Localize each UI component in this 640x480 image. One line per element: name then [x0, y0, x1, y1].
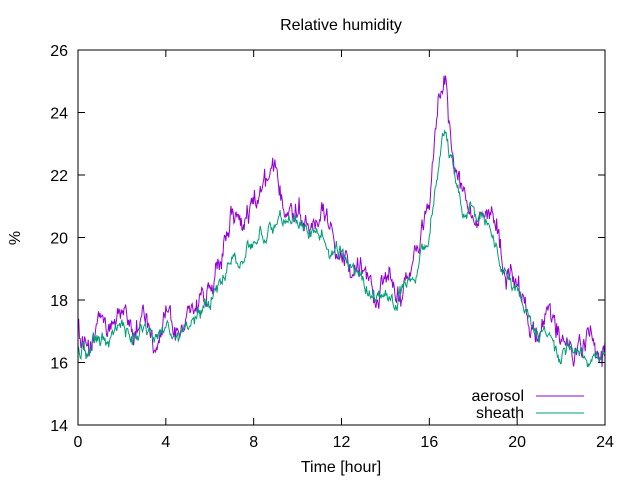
series-line-sheath	[78, 129, 605, 368]
legend-label-aerosol: aerosol	[472, 388, 524, 405]
x-tick-label: 20	[508, 434, 526, 451]
series-layer	[78, 75, 605, 368]
x-tick-label: 12	[333, 434, 351, 451]
y-axis: 14 16 18 20 22 24 26	[50, 43, 605, 435]
legend-label-sheath: sheath	[476, 405, 524, 422]
y-tick-label: 14	[50, 418, 68, 435]
x-tick-label: 8	[249, 434, 258, 451]
y-tick-label: 18	[50, 293, 68, 310]
y-tick-label: 26	[50, 43, 68, 60]
y-tick-label: 20	[50, 231, 68, 248]
x-tick-label: 16	[420, 434, 438, 451]
y-tick-label: 24	[50, 106, 68, 123]
x-tick-label: 4	[161, 434, 170, 451]
y-axis-label: %	[7, 231, 24, 245]
x-tick-label: 24	[596, 434, 614, 451]
x-axis-label: Time [hour]	[301, 459, 381, 476]
y-tick-label: 22	[50, 168, 68, 185]
series-line-aerosol	[78, 75, 605, 367]
y-tick-label: 16	[50, 356, 68, 373]
x-tick-label: 0	[74, 434, 83, 451]
chart-title: Relative humidity	[280, 17, 402, 34]
x-axis: 0 4 8 12 16 20 24	[74, 50, 614, 451]
